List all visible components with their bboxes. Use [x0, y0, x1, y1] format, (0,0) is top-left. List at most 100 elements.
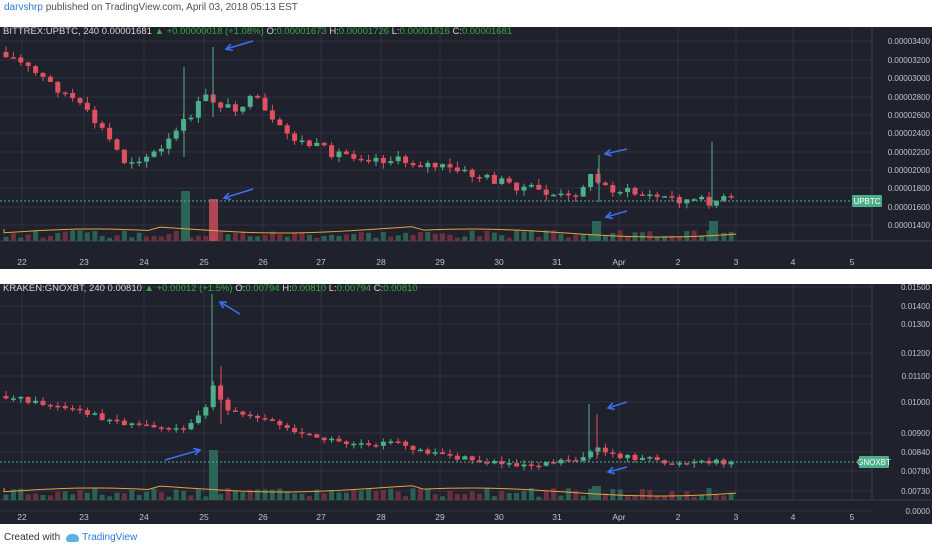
high-value: 0.00810 — [291, 284, 327, 294]
candle-body — [84, 102, 90, 110]
symbol-label[interactable]: KRAKEN:GNOXBT, 240 — [3, 284, 105, 294]
close-label: C: — [373, 284, 384, 294]
volume-bar — [99, 494, 105, 500]
candle-body — [610, 452, 616, 454]
volume-bar — [18, 488, 24, 500]
price-change: ▲ +0.00000018 (+1.08%) — [154, 27, 264, 37]
volume-bar — [3, 236, 9, 241]
candle-body — [462, 169, 468, 172]
candle-body — [269, 110, 275, 120]
candle-body — [469, 456, 475, 461]
symbol-label[interactable]: BITTREX:UPBTC, 240 — [3, 27, 100, 37]
tradingview-brand: TradingView — [82, 532, 138, 543]
volume-bar — [432, 233, 438, 241]
symbol-tag-label: GNOXBT — [857, 458, 891, 467]
candle-body — [499, 461, 505, 465]
candle-body — [440, 164, 446, 168]
time-axis-label: 22 — [17, 257, 27, 267]
volume-bar — [417, 232, 423, 241]
price-axis-label: 0.00002600 — [888, 111, 931, 120]
candle-body — [373, 157, 379, 162]
price-axis-label: 0.00002200 — [888, 148, 931, 157]
candle-body — [158, 148, 164, 152]
annotation-arrowhead — [192, 447, 202, 456]
volume-bar — [625, 235, 631, 241]
upbtc-chart-canvas[interactable]: 0.00003400 0.00003200 0.00003000 0.00002800… — [0, 27, 932, 269]
price-change: ▲ +0.00012 (+1.5%) — [144, 284, 233, 294]
volume-bar — [25, 494, 31, 500]
candle-body — [403, 441, 409, 446]
candle-body — [314, 142, 320, 147]
volume-bar — [521, 490, 527, 500]
candle-body — [240, 106, 246, 112]
candle-body — [210, 385, 216, 408]
volume-bar — [129, 489, 135, 500]
volume-bar — [284, 236, 290, 241]
volume-bar — [299, 232, 305, 241]
volume-bar — [144, 236, 150, 241]
candle-body — [440, 452, 446, 455]
volume-bar — [565, 237, 571, 241]
candle-body — [99, 123, 105, 128]
volume-bar — [84, 232, 90, 241]
price-axis-label: 0.00001800 — [888, 184, 931, 193]
volume-bar — [521, 231, 527, 241]
volume-bar — [580, 495, 586, 500]
volume-bar — [166, 234, 172, 241]
candle-body — [410, 163, 416, 166]
volume-bar — [173, 230, 179, 241]
volume-bar — [351, 489, 357, 500]
chart-pane-gnoxbt[interactable]: 0.01500 0.01400 0.01300 0.01200 0.01100 0.010… — [0, 284, 932, 524]
candle-body — [595, 447, 601, 452]
candle-body — [232, 410, 238, 412]
author-link[interactable]: darvshrp — [4, 2, 43, 13]
candle-body — [551, 194, 557, 197]
volume-bar — [417, 488, 423, 500]
close-value: 0.00001681 — [461, 27, 513, 37]
chart-pane-upbtc[interactable]: 0.00003400 0.00003200 0.00003000 0.00002800… — [0, 27, 932, 269]
candle-body — [403, 156, 409, 164]
candle-body — [728, 196, 734, 198]
gnoxbt-chart-canvas[interactable]: 0.01500 0.01400 0.01300 0.01200 0.01100 0.010… — [0, 284, 932, 524]
volume-bar — [366, 232, 372, 241]
candle-body — [588, 174, 594, 188]
volume-bar — [536, 236, 542, 241]
volume-bar-large — [209, 450, 218, 500]
time-axis-label: 25 — [199, 512, 209, 522]
volume-bar — [654, 236, 660, 241]
candle-body — [114, 419, 120, 422]
volume-bar — [107, 496, 113, 500]
volume-bar — [632, 495, 638, 500]
candle-body — [595, 174, 601, 183]
time-axis-label: Apr — [612, 512, 625, 522]
volume-bar — [70, 230, 76, 241]
publish-header: darvshrp published on TradingView.com, A… — [4, 2, 298, 13]
candle-body — [647, 457, 653, 459]
price-axis-label: 0.00780 — [901, 467, 930, 476]
volume-bar — [277, 234, 283, 241]
time-axis-label: 4 — [791, 257, 796, 267]
candle-body — [18, 57, 24, 63]
volume-bar — [395, 491, 401, 500]
candle-body — [447, 454, 453, 456]
volume-bar — [388, 236, 394, 241]
candle-body — [225, 104, 231, 108]
symbol-tag-label: UPBTC — [853, 197, 880, 206]
volume-bar — [358, 490, 364, 500]
open-value: 0.00001673 — [276, 27, 327, 37]
candle-body — [343, 151, 349, 155]
tradingview-link[interactable]: TradingView — [66, 532, 137, 543]
candle-body — [425, 449, 431, 454]
volume-bar — [410, 488, 416, 500]
volume-bar — [188, 237, 194, 241]
time-axis-label: 28 — [376, 512, 386, 522]
volume-bar — [373, 491, 379, 500]
candle-body — [314, 434, 320, 438]
volume-bar — [477, 236, 483, 241]
candle-body — [10, 398, 16, 400]
annotation-arrowhead — [603, 148, 612, 157]
volume-bar — [358, 232, 364, 241]
candle-body — [329, 145, 335, 158]
candle-body — [262, 97, 268, 111]
volume-bar — [269, 489, 275, 500]
